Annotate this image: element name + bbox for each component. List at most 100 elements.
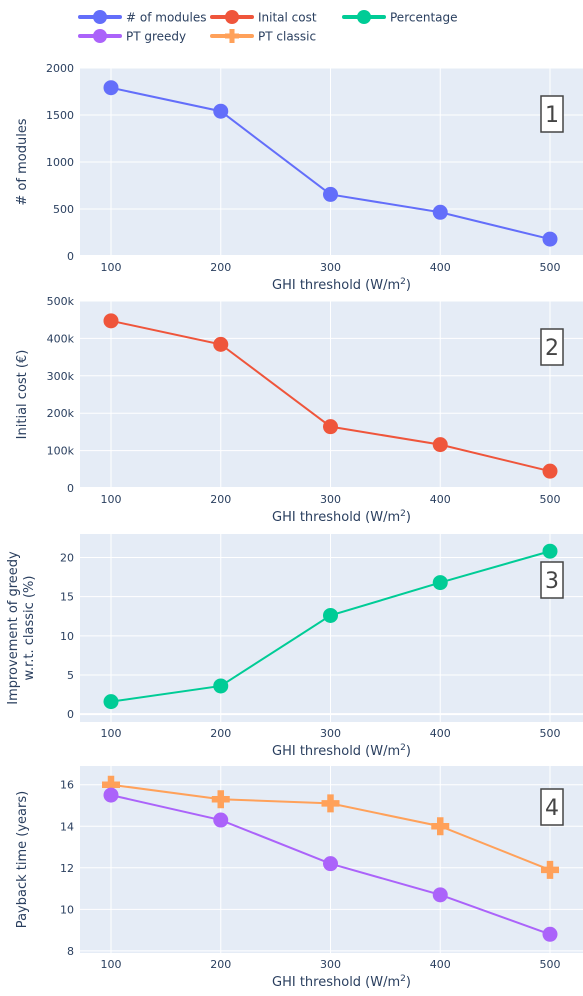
data-point[interactable]	[213, 103, 229, 119]
x-tick-label: 200	[210, 958, 231, 971]
series	[103, 787, 558, 942]
x-axis-title: GHI threshold (W/m2)	[272, 509, 411, 525]
data-point[interactable]	[432, 204, 448, 220]
data-point[interactable]	[432, 437, 448, 453]
subplot-3: 0 5 10 15 20 100 200 300 400 500 GHI threshold (W/…	[6, 534, 583, 759]
data-point[interactable]	[323, 186, 338, 202]
y-tick-label: 10	[60, 903, 74, 916]
x-tick-label: 500	[540, 493, 561, 506]
y-tick-label: 100k	[47, 445, 75, 458]
y-axis-title: Payback time (years)	[15, 791, 30, 928]
data-point[interactable]	[431, 817, 450, 836]
data-point[interactable]	[542, 926, 558, 942]
data-point[interactable]	[432, 575, 448, 591]
legend-marker[interactable]	[93, 29, 107, 43]
x-tick-label: 400	[430, 958, 451, 971]
data-point[interactable]	[541, 860, 559, 879]
legend-label: Inital cost	[258, 11, 317, 25]
x-axis-title: GHI threshold (W/m2)	[272, 974, 411, 990]
subplot-badge-label: 4	[545, 796, 559, 821]
data-point[interactable]	[211, 790, 230, 809]
data-point[interactable]	[213, 678, 229, 694]
y-tick-label: 15	[60, 591, 74, 604]
y-tick-label: 16	[60, 779, 74, 792]
legend-item[interactable]: # of modules	[78, 10, 206, 25]
x-tick-label: 100	[101, 261, 122, 274]
subplot-badge-label: 3	[545, 569, 559, 594]
y-tick-label: 300k	[47, 370, 75, 383]
subplot-badge-label: 2	[545, 336, 559, 361]
series	[103, 313, 558, 479]
x-tick-label: 200	[210, 727, 231, 740]
data-point[interactable]	[102, 775, 120, 794]
legend-marker[interactable]	[93, 10, 107, 24]
y-tick-label: 0	[67, 250, 74, 263]
subplot-badge	[540, 328, 564, 366]
data-point[interactable]	[542, 543, 558, 559]
y-tick-label: 500	[53, 203, 74, 216]
x-tick-label: 100	[101, 727, 122, 740]
data-point[interactable]	[323, 856, 338, 872]
y-axis-title: # of modules	[15, 118, 30, 205]
x-axis-title: GHI threshold (W/m2)	[272, 743, 411, 759]
legend-marker[interactable]	[225, 10, 239, 24]
y-tick-label: 8	[67, 945, 74, 958]
data-point[interactable]	[103, 694, 119, 710]
legend-label: PT classic	[258, 30, 316, 44]
legend-item[interactable]: PT classic	[210, 29, 316, 44]
y-tick-label: 12	[60, 862, 74, 875]
data-point[interactable]	[321, 794, 340, 813]
data-point[interactable]	[432, 887, 448, 903]
x-tick-label: 200	[210, 493, 231, 506]
legend-marker[interactable]	[357, 10, 371, 24]
series	[103, 80, 558, 247]
y-tick-label: 1000	[46, 156, 74, 169]
data-point[interactable]	[103, 313, 119, 329]
data-point[interactable]	[103, 80, 119, 96]
x-tick-label: 400	[430, 261, 451, 274]
x-axis-title: GHI threshold (W/m2)	[272, 277, 411, 293]
legend[interactable]: # of modules PT greedy Inital cost PT class…	[78, 10, 458, 44]
y-tick-label: 1500	[46, 109, 74, 122]
y-tick-label: 20	[60, 552, 74, 565]
x-tick-label: 500	[540, 727, 561, 740]
series	[102, 775, 559, 879]
x-tick-label: 100	[101, 493, 122, 506]
plot-area	[80, 534, 583, 722]
subplot-4: 8 10 12 14 16 100 200 300 400 500 GHI threshold (W…	[15, 766, 583, 990]
data-point[interactable]	[323, 419, 338, 435]
y-axis-title: Initial cost (€)	[15, 350, 30, 440]
data-point[interactable]	[103, 787, 119, 803]
x-tick-label: 300	[320, 493, 341, 506]
y-tick-label: 200k	[47, 407, 75, 420]
x-tick-label: 500	[540, 261, 561, 274]
data-point[interactable]	[542, 231, 558, 247]
data-point[interactable]	[542, 463, 558, 479]
legend-item[interactable]: Percentage	[342, 10, 458, 25]
data-point[interactable]	[323, 607, 338, 623]
subplot-badge	[540, 788, 564, 826]
legend-label: Percentage	[390, 11, 458, 25]
legend-label: PT greedy	[126, 30, 186, 44]
legend-item[interactable]: Inital cost	[210, 10, 317, 25]
y-tick-label: 10	[60, 630, 74, 643]
x-tick-label: 300	[320, 958, 341, 971]
subplot-badge	[540, 95, 564, 133]
y-tick-label: 14	[60, 820, 74, 833]
subplot-2: 0 100k 200k 300k 400k 500k 100 200 300 400 500 GHI …	[15, 295, 583, 525]
data-point[interactable]	[213, 336, 229, 352]
legend-item[interactable]: PT greedy	[78, 29, 186, 44]
data-point[interactable]	[213, 812, 229, 828]
x-tick-label: 200	[210, 261, 231, 274]
x-tick-label: 300	[320, 727, 341, 740]
subplot-1: 0 500 1000 1500 2000 100 200 300 400 500 GHI thres…	[15, 62, 583, 293]
legend-marker[interactable]	[225, 29, 239, 43]
x-tick-label: 500	[540, 958, 561, 971]
y-tick-label: 500k	[47, 295, 75, 308]
subplot-badge-label: 1	[545, 103, 559, 128]
y-tick-label: 0	[67, 708, 74, 721]
x-tick-label: 400	[430, 493, 451, 506]
y-tick-label: 0	[67, 482, 74, 495]
subplot-badge	[540, 561, 564, 599]
